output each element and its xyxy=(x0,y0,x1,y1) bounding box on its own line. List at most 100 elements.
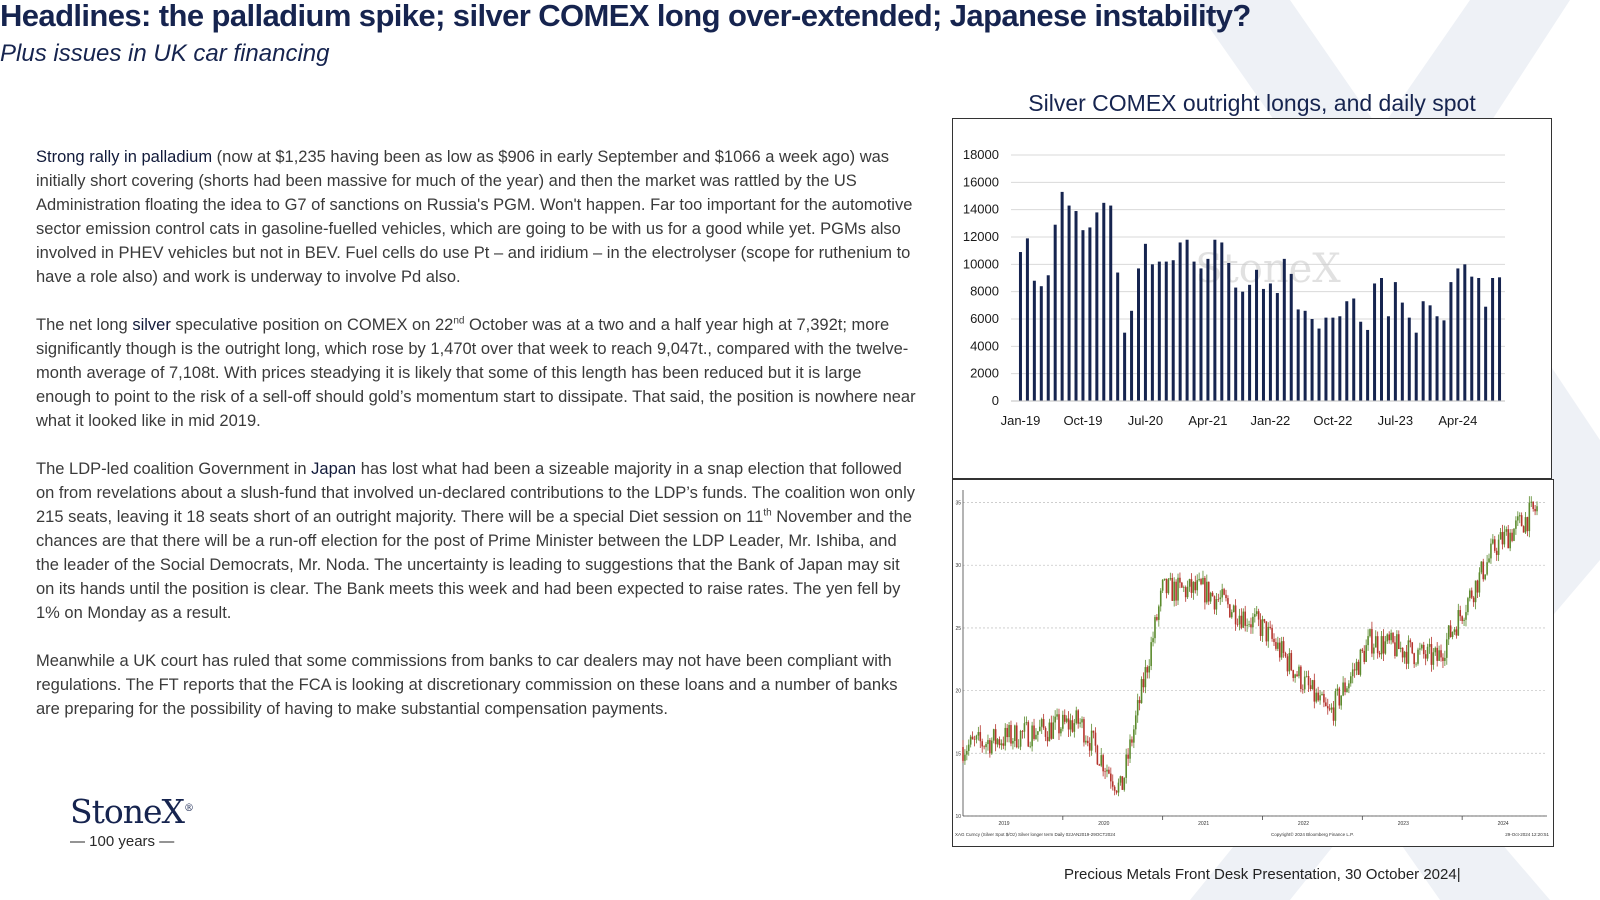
price-candle xyxy=(1482,561,1485,580)
bar xyxy=(1491,278,1495,401)
price-candle xyxy=(1455,629,1458,636)
bar xyxy=(1331,317,1335,401)
price-candle xyxy=(1484,574,1486,580)
price-candle xyxy=(1037,731,1039,735)
price-candle xyxy=(1136,700,1139,716)
paragraph-uk-car-finance: Meanwhile a UK court has ruled that some… xyxy=(36,652,898,718)
price-candle xyxy=(1058,714,1060,734)
price-candle xyxy=(1278,642,1281,658)
price-candle xyxy=(1311,680,1314,690)
x-tick-label: Jul-23 xyxy=(1378,413,1413,428)
y-tick-label: 8000 xyxy=(970,284,999,299)
price-candle xyxy=(1493,539,1496,551)
price-candle xyxy=(1094,732,1097,746)
price-candle xyxy=(1509,532,1511,549)
price-candle xyxy=(1192,581,1195,593)
price-candle xyxy=(1248,624,1250,625)
price-candle xyxy=(1457,610,1460,636)
price-candle xyxy=(1206,581,1208,603)
price-candle xyxy=(971,736,974,740)
silver-text-a: The net long xyxy=(36,316,133,334)
price-candle xyxy=(1422,644,1425,655)
price-candle xyxy=(1119,776,1122,783)
y-tick-label: 10 xyxy=(955,814,961,820)
price-candle xyxy=(1351,669,1354,677)
price-candle xyxy=(1344,682,1346,693)
bar xyxy=(1248,284,1252,401)
price-candle xyxy=(1340,695,1342,706)
price-candle xyxy=(1015,725,1018,748)
bar xyxy=(1282,258,1286,401)
price-candle xyxy=(1396,634,1398,657)
price-candle xyxy=(1401,647,1404,658)
price-candle xyxy=(967,744,970,751)
price-candle xyxy=(1492,539,1494,544)
price-candle xyxy=(1261,619,1264,636)
price-candle xyxy=(1127,754,1129,759)
price-candle xyxy=(1227,598,1229,605)
price-candle xyxy=(1336,688,1339,691)
price-candle xyxy=(1277,642,1279,649)
price-candle xyxy=(1470,590,1473,598)
price-candle xyxy=(1138,700,1141,704)
bar xyxy=(1352,298,1356,401)
price-candle xyxy=(1156,617,1158,620)
y-tick-label: 30 xyxy=(955,563,961,569)
price-candle xyxy=(1134,715,1137,730)
price-candle xyxy=(985,744,987,748)
price-candle xyxy=(973,739,976,740)
price-candle xyxy=(1472,597,1475,603)
price-candle xyxy=(1215,599,1218,610)
price-candle xyxy=(1004,727,1007,746)
price-candle xyxy=(1501,532,1504,545)
price-candle xyxy=(1436,647,1438,661)
price-candle xyxy=(1102,755,1104,772)
price-candle xyxy=(1019,730,1022,747)
price-candle xyxy=(1271,627,1273,639)
price-candle xyxy=(1534,508,1536,512)
price-candle xyxy=(1397,634,1400,650)
price-candle xyxy=(1085,740,1087,743)
price-candle xyxy=(962,747,964,761)
price-candle xyxy=(1159,590,1162,607)
price-candle xyxy=(1225,594,1227,599)
price-candle xyxy=(1150,642,1152,667)
bar xyxy=(1338,316,1342,401)
bar xyxy=(1463,264,1467,401)
price-candle xyxy=(983,746,985,748)
price-candle xyxy=(1165,578,1168,594)
price-candle xyxy=(1023,723,1026,732)
price-candle xyxy=(1052,722,1055,739)
price-candle xyxy=(1315,692,1318,702)
price-candle xyxy=(1382,636,1385,654)
price-candle xyxy=(1517,516,1519,521)
price-candle xyxy=(1254,614,1256,617)
bar xyxy=(1213,239,1217,401)
price-candle xyxy=(1399,647,1402,650)
bar xyxy=(1380,278,1383,401)
price-candle xyxy=(966,750,968,755)
price-candle xyxy=(1440,650,1442,658)
price-candle xyxy=(1086,740,1089,744)
palladium-text: (now at $1,235 having been as low as $90… xyxy=(36,148,913,286)
price-candle xyxy=(1305,676,1308,677)
bar xyxy=(1359,321,1363,401)
price-candle xyxy=(1069,720,1072,730)
price-candle xyxy=(1380,636,1383,655)
bar xyxy=(1081,230,1085,401)
price-candle xyxy=(1232,605,1235,613)
price-candle xyxy=(1480,561,1483,573)
price-candle xyxy=(1252,616,1254,628)
price-candle xyxy=(1463,619,1465,621)
bar xyxy=(1220,242,1224,401)
price-candle xyxy=(1123,777,1126,790)
bar xyxy=(1400,302,1404,401)
price-candle xyxy=(1269,626,1271,628)
bar xyxy=(1067,205,1071,401)
bar xyxy=(1449,282,1453,401)
bar xyxy=(1185,239,1189,401)
bar xyxy=(1053,224,1057,401)
price-candle xyxy=(1284,653,1287,657)
price-candle xyxy=(1113,786,1116,791)
bar xyxy=(1192,261,1196,401)
